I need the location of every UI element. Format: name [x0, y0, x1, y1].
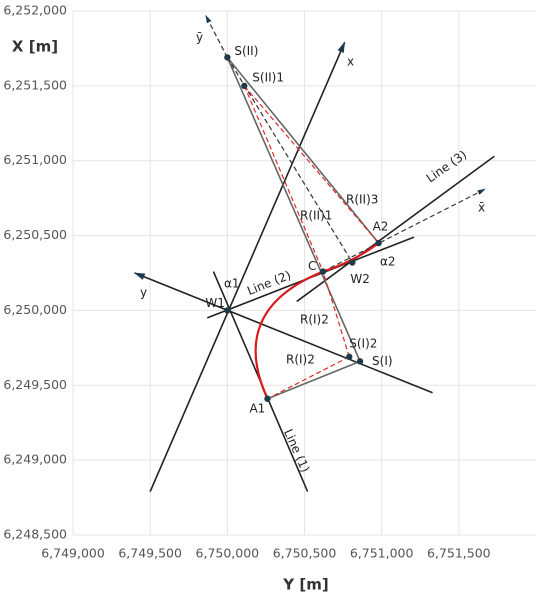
- point: [264, 395, 271, 402]
- annotation: ȳ: [196, 31, 203, 45]
- annotation: y: [140, 286, 147, 300]
- annotation: x: [347, 55, 354, 69]
- annotation: Line (1): [281, 427, 312, 475]
- arc: [254, 270, 324, 400]
- y-tick-label: 6,249,500: [3, 377, 67, 392]
- x-tick-label: 6,751,500: [427, 546, 491, 561]
- point-label: S(II)1: [252, 70, 284, 84]
- annotation: R(I)2: [286, 353, 315, 367]
- annotation: x̄: [478, 201, 485, 215]
- x-tick-label: 6,750,500: [273, 546, 337, 561]
- point: [224, 307, 231, 314]
- point-label: W1: [205, 296, 225, 310]
- point: [375, 239, 382, 247]
- point: [319, 268, 327, 275]
- x-axis-label: Y [m]: [282, 576, 328, 594]
- segment: [243, 85, 324, 272]
- point-label: S(I): [372, 354, 393, 368]
- y-tick-label: 6,248,500: [3, 527, 67, 542]
- point: [346, 353, 353, 361]
- y-tick-label: 6,250,500: [3, 227, 67, 242]
- x-tick-label: 6,751,000: [350, 546, 414, 561]
- segment: [296, 155, 495, 303]
- segment: [149, 41, 346, 492]
- annotation: α2: [380, 255, 396, 269]
- annotation: R(I)2: [300, 313, 329, 327]
- point: [224, 54, 231, 61]
- y-tick-label: 6,250,000: [3, 302, 67, 317]
- x-tick-label: 6,749,500: [118, 546, 182, 561]
- segment: [322, 188, 486, 273]
- segment: [226, 57, 361, 362]
- point: [356, 358, 364, 365]
- y-tick-label: 6,251,000: [3, 152, 67, 167]
- point-label: S(II): [234, 44, 258, 58]
- x-tick-label: 6,750,000: [196, 546, 260, 561]
- segment: [205, 14, 228, 58]
- point-label: W2: [350, 272, 370, 286]
- point: [349, 259, 356, 266]
- y-tick-label: 6,251,500: [3, 77, 67, 92]
- point-label: A1: [249, 401, 265, 415]
- y-axis-label: X [m]: [12, 38, 58, 56]
- point-label: C: [308, 259, 316, 273]
- point: [241, 82, 248, 90]
- annotation: R(II)3: [346, 193, 378, 207]
- point-label: A2: [373, 220, 389, 234]
- y-tick-label: 6,249,000: [3, 452, 67, 467]
- segment: [267, 356, 350, 400]
- annotation: α1: [224, 277, 240, 291]
- segment: [267, 360, 361, 400]
- segment: [226, 56, 380, 244]
- segment: [133, 272, 433, 394]
- y-tick-label: 6,252,000: [3, 3, 67, 18]
- segment: [322, 271, 350, 358]
- annotation: R(II)1: [300, 209, 332, 223]
- x-tick-label: 6,749,000: [41, 546, 105, 561]
- segment: [243, 85, 380, 244]
- segment: [226, 57, 353, 263]
- point-label: S(I)2: [349, 336, 377, 350]
